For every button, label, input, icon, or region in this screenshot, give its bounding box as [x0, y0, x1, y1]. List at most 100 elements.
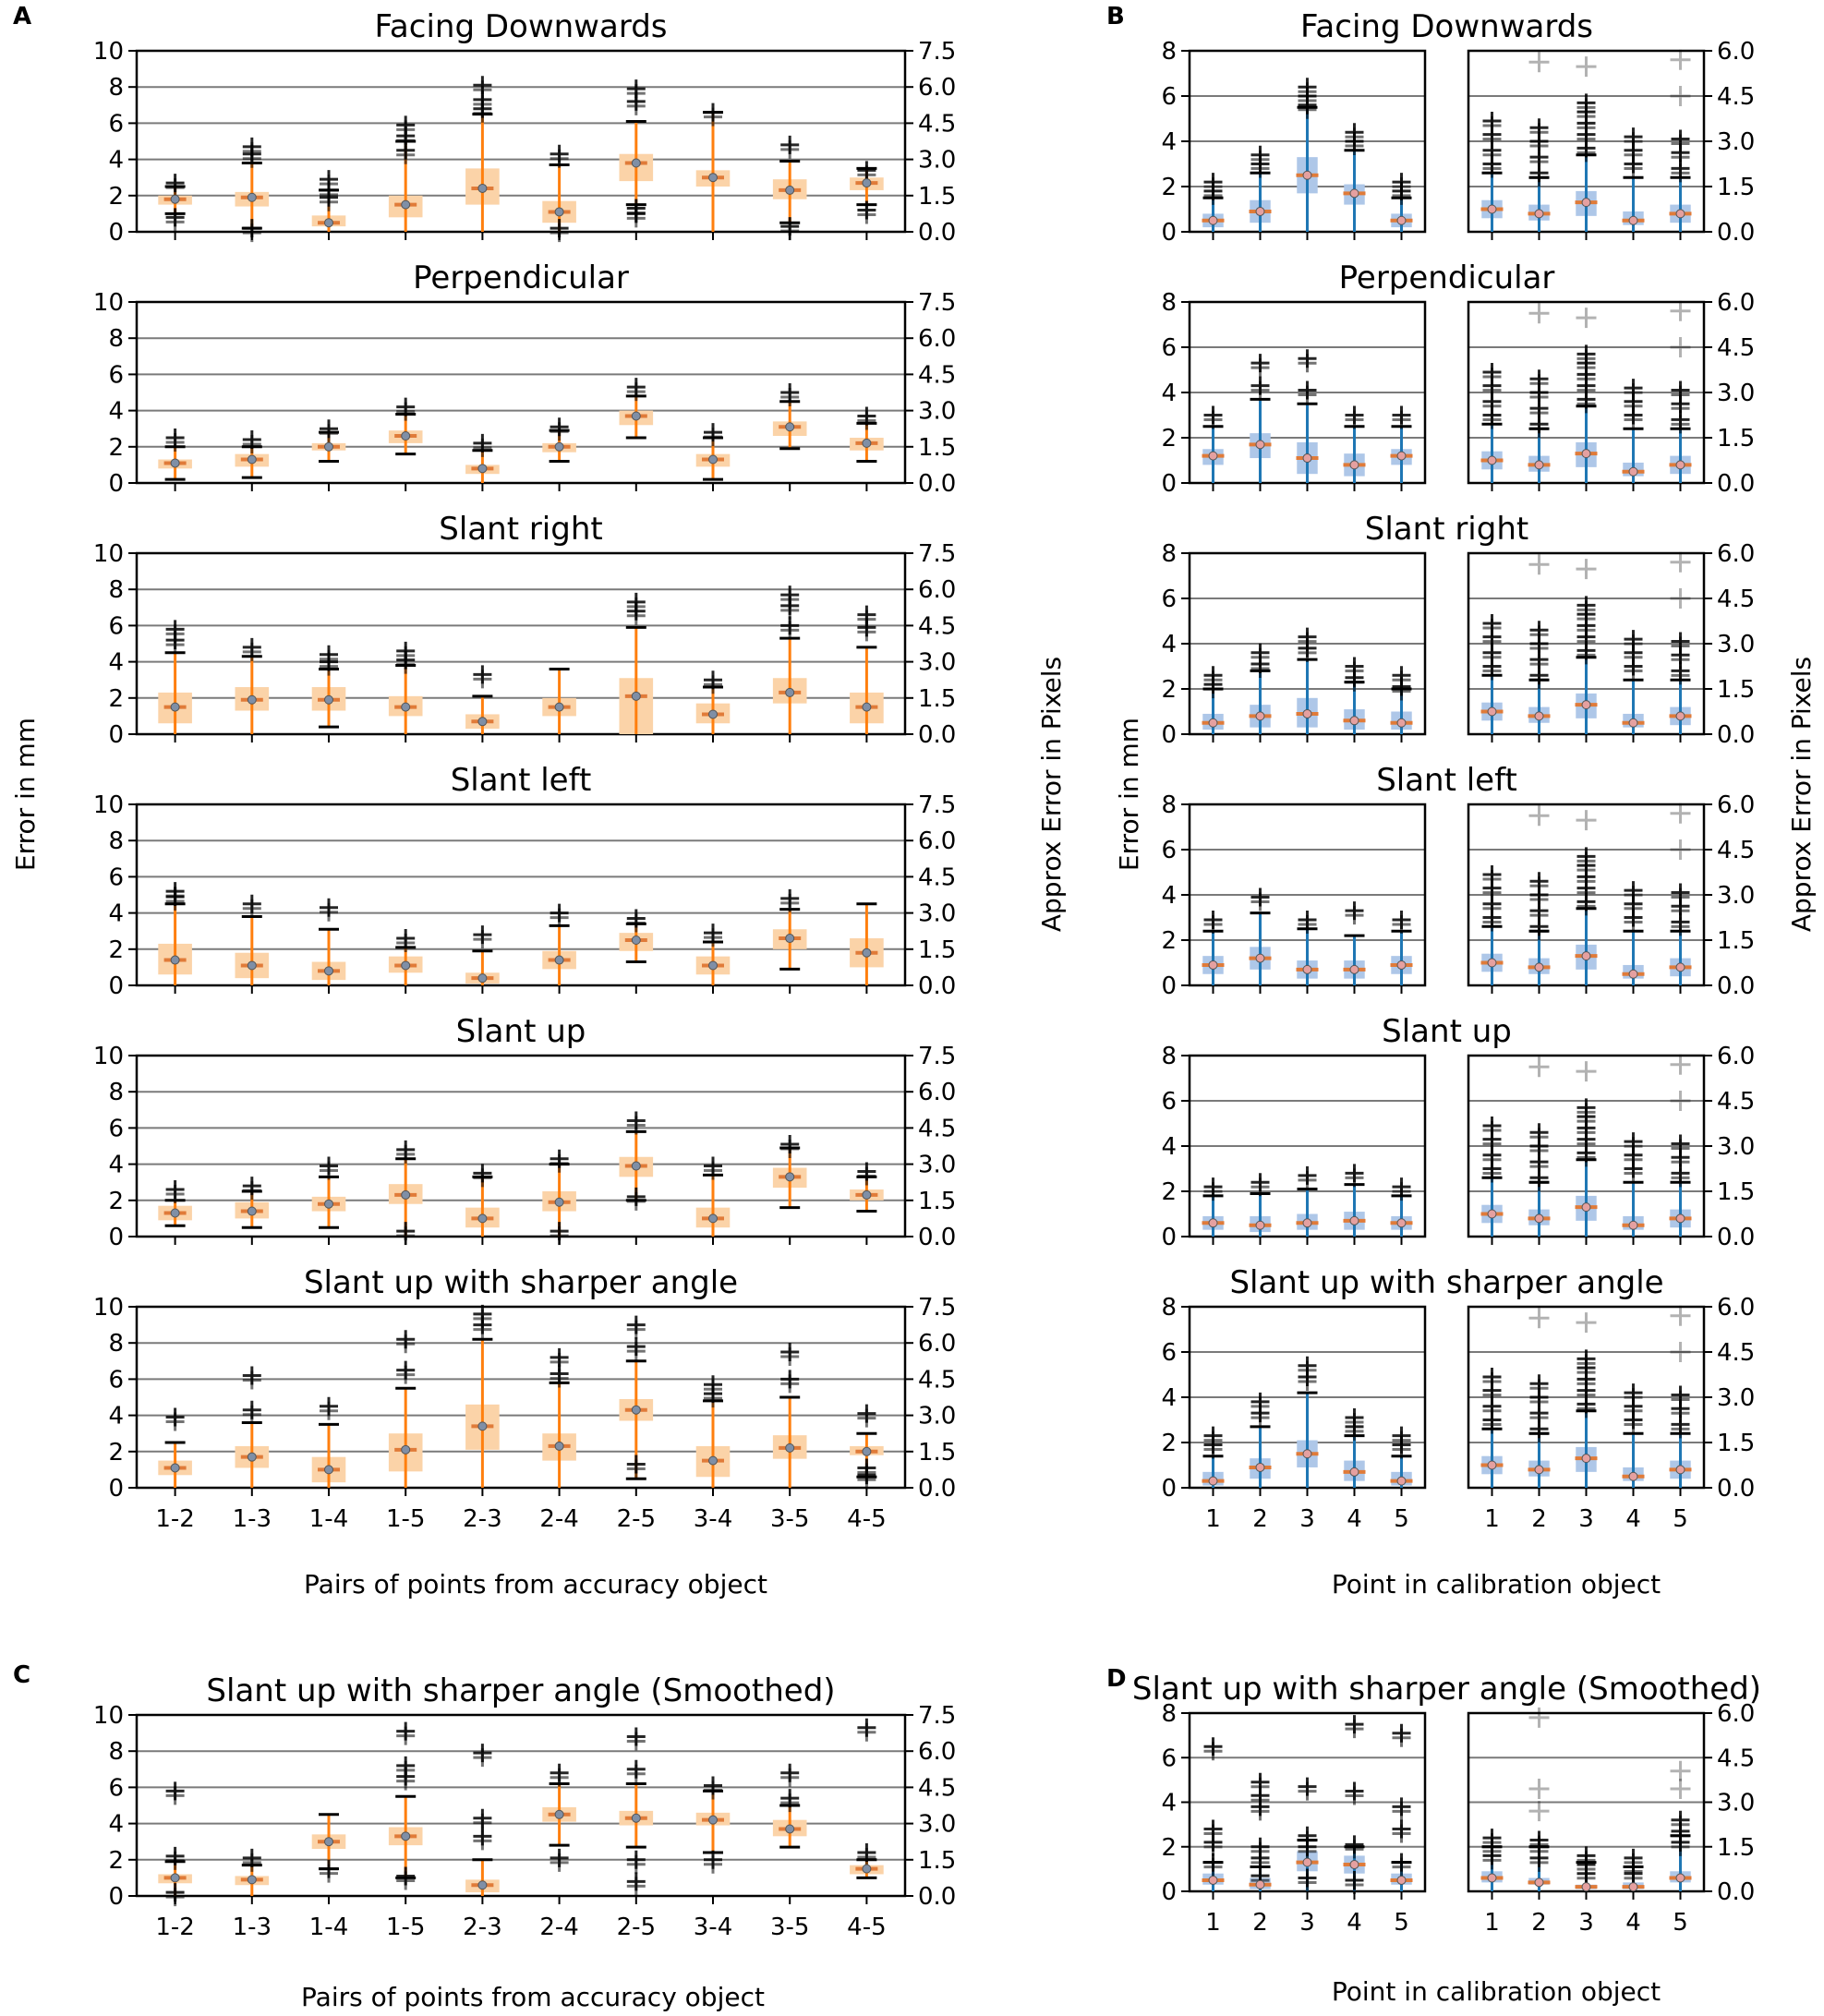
y2-tick-label: 1.5: [1717, 927, 1755, 955]
y2-tick-label: 0.0: [918, 470, 956, 498]
box-group: [1575, 308, 1598, 483]
box-group: [311, 419, 346, 463]
box-group: [1202, 1426, 1225, 1488]
mean-marker: [1534, 1877, 1544, 1888]
y-tick-label: 8: [108, 576, 124, 604]
box-group: [311, 1156, 346, 1229]
mean-marker: [477, 973, 488, 984]
panel-letter-c: C: [13, 1661, 30, 1689]
light-flier-marker: [1670, 49, 1691, 70]
box-group: [1249, 887, 1272, 985]
y2-tick-label: 3.0: [1717, 128, 1755, 156]
flier-marker: [626, 1459, 646, 1479]
chart-title: Perpendicular: [1339, 260, 1555, 296]
mean-marker: [1534, 209, 1544, 219]
mean-marker: [631, 1405, 641, 1415]
mean-marker: [631, 158, 641, 168]
flier-marker: [165, 1185, 185, 1204]
light-flier-marker: [1670, 1305, 1691, 1326]
mean-marker: [1255, 1462, 1265, 1472]
mean-marker: [477, 1421, 488, 1431]
box-group: [388, 1721, 423, 1890]
box-group: [465, 925, 500, 985]
flier-marker: [1482, 159, 1502, 178]
y-tick-label: 0: [1161, 470, 1177, 498]
x-tick-label: 2-3: [463, 1913, 501, 1941]
mean-marker: [324, 441, 333, 452]
mean-marker: [708, 454, 718, 465]
flier-marker: [1392, 186, 1411, 205]
chart-title: Slant up with sharper angle (Smoothed): [206, 1672, 835, 1709]
flier-marker: [1392, 1802, 1411, 1821]
flier-marker: [626, 913, 646, 933]
flier-marker: [857, 1166, 876, 1186]
mean-marker: [785, 1443, 795, 1453]
box-group: [1202, 910, 1225, 985]
x-tick-label: 1: [1205, 1505, 1221, 1533]
panel-a-ylabel: Error in mm: [10, 718, 41, 871]
flier-marker: [1482, 1415, 1502, 1434]
mean-marker: [1628, 215, 1638, 225]
mean-marker: [247, 694, 257, 705]
chart-title: Slant up: [1382, 1013, 1512, 1050]
box-group: [1575, 810, 1598, 985]
light-flier-marker: [1670, 337, 1691, 357]
flier-marker: [780, 621, 800, 640]
x-tick-label: 4: [1625, 1505, 1641, 1533]
mean-marker: [862, 702, 872, 712]
light-flier-marker: [1670, 300, 1691, 321]
x-tick-label: 4: [1625, 1909, 1641, 1937]
flier-marker: [780, 1374, 800, 1394]
chart-a-0: Facing Downwards 0 2 4 6 8 10 0.0 1.5 3.0 4.5 6.0 7.…: [93, 8, 956, 247]
flier-marker: [473, 670, 492, 689]
box-group: [465, 433, 500, 483]
flier-marker: [550, 149, 569, 168]
box-group: [772, 1135, 807, 1210]
panel-letter-b: B: [1106, 3, 1125, 30]
flier-marker: [626, 1320, 646, 1339]
box-group: [465, 76, 500, 232]
light-flier-marker: [1670, 1779, 1691, 1800]
y2-tick-label: 3.0: [918, 649, 956, 677]
mean-marker: [170, 1208, 180, 1218]
y2-tick-label: 0.0: [918, 721, 956, 749]
flier-marker: [1529, 922, 1549, 941]
mean-marker: [1208, 718, 1218, 728]
box-group: [235, 137, 270, 243]
box-group: [619, 1315, 654, 1480]
y2-tick-label: 6.0: [1717, 791, 1755, 819]
y-tick-label: 10: [93, 1043, 124, 1070]
mean-marker: [1255, 206, 1265, 216]
box-group: [1296, 1356, 1319, 1488]
light-flier-marker: [1670, 1342, 1691, 1362]
mean-marker: [1628, 1471, 1638, 1481]
box-group: [311, 645, 346, 729]
y2-tick-label: 4.5: [1717, 83, 1755, 111]
box-group: [1528, 805, 1551, 985]
flier-marker: [1392, 1728, 1411, 1747]
chart-b-7: Perpendicular 0 2 4 6 8 0.0 1.5 3.0 4.5 6.0: [1161, 260, 1755, 498]
mean-marker: [1628, 1882, 1638, 1892]
mean-marker: [1255, 1879, 1265, 1889]
box-group: [619, 1111, 654, 1211]
y2-tick-label: 0.0: [1717, 470, 1755, 498]
mean-marker: [1675, 1213, 1685, 1224]
mean-marker: [1396, 960, 1407, 970]
flier-marker: [1345, 1840, 1364, 1859]
flier-marker: [550, 1853, 569, 1872]
flier-marker: [396, 1226, 416, 1246]
flier-marker: [1392, 1440, 1411, 1459]
mean-marker: [862, 1864, 872, 1874]
box-group: [1528, 1707, 1551, 1891]
panel-b-ylabel: Error in mm: [1114, 718, 1144, 871]
panel-a-right-ylabel: Approx Error in Pixels: [1036, 657, 1067, 932]
mean-marker: [324, 966, 333, 976]
mean-marker: [708, 1815, 718, 1825]
box-group: [1528, 554, 1551, 734]
y2-tick-label: 1.5: [918, 1439, 956, 1467]
flier-marker: [320, 657, 338, 676]
y2-tick-label: 7.5: [918, 1294, 956, 1322]
y-tick-label: 6: [108, 863, 124, 891]
box-group: [1622, 881, 1645, 985]
mean-marker: [554, 441, 564, 452]
